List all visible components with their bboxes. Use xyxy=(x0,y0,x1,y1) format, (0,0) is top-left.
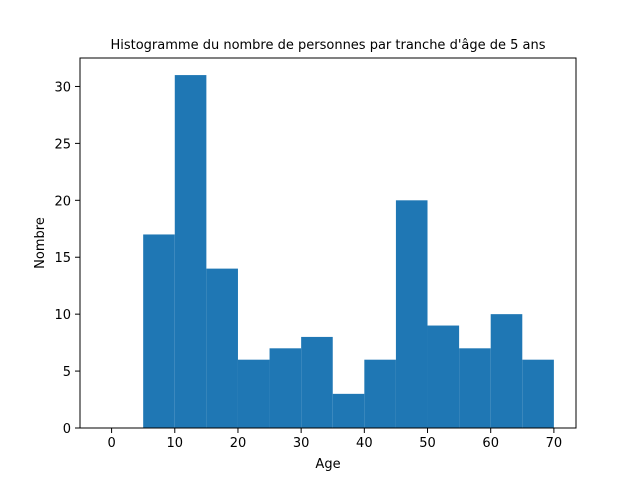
histogram-bar xyxy=(269,348,302,428)
histogram-bar xyxy=(427,325,460,428)
histogram-bar xyxy=(301,336,333,428)
y-tick-label: 25 xyxy=(54,137,71,152)
y-tick-label: 30 xyxy=(54,80,71,95)
x-tick-label: 40 xyxy=(356,436,373,451)
histogram-bar xyxy=(459,348,491,428)
x-axis-ticks: 0 10 20 30 40 50 60 70 xyxy=(107,428,562,451)
y-tick-label: 10 xyxy=(54,308,71,323)
histogram-bar xyxy=(522,359,554,428)
histogram-bar xyxy=(395,200,428,428)
histogram-bar xyxy=(237,359,270,428)
histogram-bar xyxy=(206,268,238,428)
y-tick-label: 5 xyxy=(63,365,71,380)
x-tick-label: 30 xyxy=(293,436,310,451)
y-axis-ticks: 0 5 10 15 20 25 30 xyxy=(54,80,80,437)
histogram-bar xyxy=(143,234,175,428)
x-tick-label: 50 xyxy=(419,436,436,451)
histogram-bar xyxy=(364,359,396,428)
y-axis-title: Nombre xyxy=(33,217,48,269)
histogram-bar xyxy=(174,75,207,428)
y-tick-label: 15 xyxy=(54,251,71,266)
histogram-bar xyxy=(490,314,523,428)
x-tick-label: 20 xyxy=(230,436,247,451)
y-tick-label: 0 xyxy=(63,422,71,437)
x-tick-label: 10 xyxy=(167,436,184,451)
bars-group xyxy=(143,75,554,428)
x-axis-title: Age xyxy=(315,457,340,472)
x-tick-label: 0 xyxy=(107,436,115,451)
plot-frame xyxy=(79,57,577,429)
histogram-bar xyxy=(332,393,365,428)
y-tick-label: 20 xyxy=(54,194,71,209)
chart-title: Histogramme du nombre de personnes par t… xyxy=(110,38,545,53)
x-tick-label: 70 xyxy=(546,436,563,451)
x-tick-label: 60 xyxy=(482,436,499,451)
